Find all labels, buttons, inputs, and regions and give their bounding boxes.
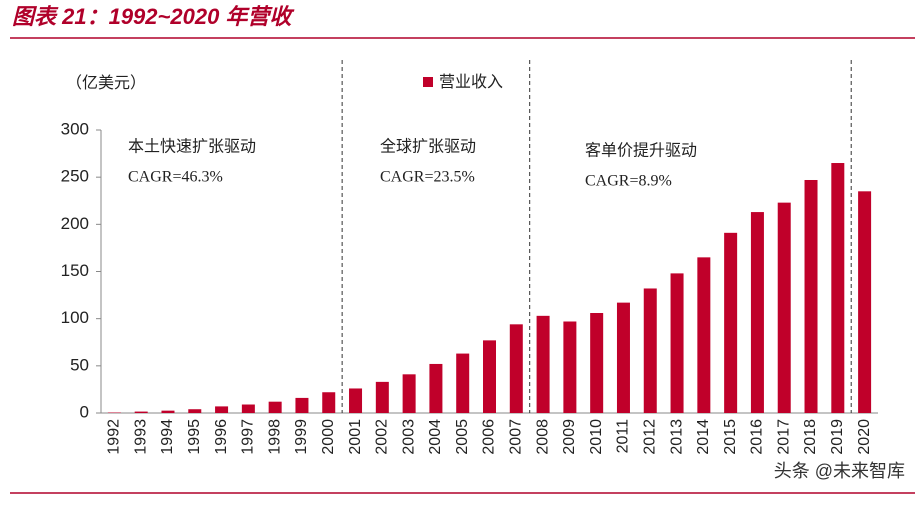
x-tick-label: 2008 <box>534 419 551 455</box>
x-tick-label: 1992 <box>106 419 123 455</box>
y-tick-label: 100 <box>61 308 89 327</box>
bar <box>858 191 871 413</box>
x-tick-label: 2013 <box>668 419 685 455</box>
y-tick-label: 200 <box>61 214 89 233</box>
bar <box>483 340 496 413</box>
bar <box>617 303 630 413</box>
x-tick-label: 2020 <box>856 419 873 455</box>
x-tick-label: 2018 <box>802 419 819 455</box>
x-tick-label: 2002 <box>374 419 391 455</box>
x-tick-label: 2004 <box>427 419 444 455</box>
x-tick-label: 2006 <box>481 419 498 455</box>
x-tick-label: 2016 <box>749 419 766 455</box>
x-tick-label: 1999 <box>293 419 310 455</box>
bar <box>269 402 282 413</box>
bar <box>429 364 442 413</box>
period-cagr: CAGR=46.3% <box>128 169 223 186</box>
bar <box>590 313 603 413</box>
bar <box>349 388 362 413</box>
period-label: 本土快速扩张驱动 <box>128 138 256 156</box>
bar <box>188 409 201 413</box>
legend-label: 营业收入 <box>439 73 503 91</box>
x-tick-label: 2009 <box>561 419 578 455</box>
x-tick-label: 2015 <box>722 419 739 455</box>
x-tick-label: 1998 <box>266 419 283 455</box>
y-tick-label: 150 <box>61 261 89 280</box>
y-tick-label: 250 <box>61 167 89 186</box>
period-label: 全球扩张驱动 <box>380 138 476 156</box>
x-tick-label: 2003 <box>400 419 417 455</box>
x-tick-label: 1993 <box>132 419 149 455</box>
period-label: 客单价提升驱动 <box>585 142 697 160</box>
x-tick-label: 1996 <box>213 419 230 455</box>
x-tick-label: 2017 <box>775 419 792 455</box>
x-tick-label: 2012 <box>641 419 658 455</box>
bar <box>376 382 389 413</box>
y-tick-label: 300 <box>61 119 89 138</box>
x-tick-label: 2000 <box>320 419 337 455</box>
bar <box>644 288 657 413</box>
bar <box>778 203 791 413</box>
bar <box>671 273 684 413</box>
period-cagr: CAGR=8.9% <box>585 173 672 190</box>
bar <box>724 233 737 413</box>
y-axis-label: （亿美元） <box>66 74 146 92</box>
bar <box>537 316 550 413</box>
x-tick-label: 2011 <box>615 419 632 454</box>
bar <box>563 321 576 413</box>
y-tick-label: 50 <box>70 355 89 374</box>
chart-title: 图表 21：1992~2020 年营收 <box>12 4 295 29</box>
y-tick-label: 0 <box>80 402 89 421</box>
x-tick-label: 1997 <box>240 419 257 455</box>
bar <box>697 257 710 413</box>
bar <box>135 412 148 413</box>
bar <box>510 324 523 413</box>
watermark: 头条 @未来智库 <box>774 461 905 481</box>
bar <box>215 406 228 413</box>
x-tick-label: 2007 <box>508 419 525 455</box>
x-tick-label: 2014 <box>695 419 712 455</box>
legend-swatch <box>423 77 433 87</box>
bar <box>322 392 335 413</box>
x-tick-label: 2010 <box>588 419 605 455</box>
bar <box>805 180 818 413</box>
x-tick-label: 2019 <box>829 419 846 455</box>
x-tick-label: 1994 <box>159 419 176 455</box>
bar <box>161 411 174 413</box>
x-tick-label: 2001 <box>347 419 364 455</box>
bar <box>242 405 255 413</box>
bar <box>456 354 469 413</box>
period-cagr: CAGR=23.5% <box>380 169 475 186</box>
bar <box>403 374 416 413</box>
x-tick-label: 2005 <box>454 419 471 455</box>
x-tick-label: 1995 <box>186 419 203 455</box>
bar <box>751 212 764 413</box>
bar <box>831 163 844 413</box>
bar <box>295 398 308 413</box>
